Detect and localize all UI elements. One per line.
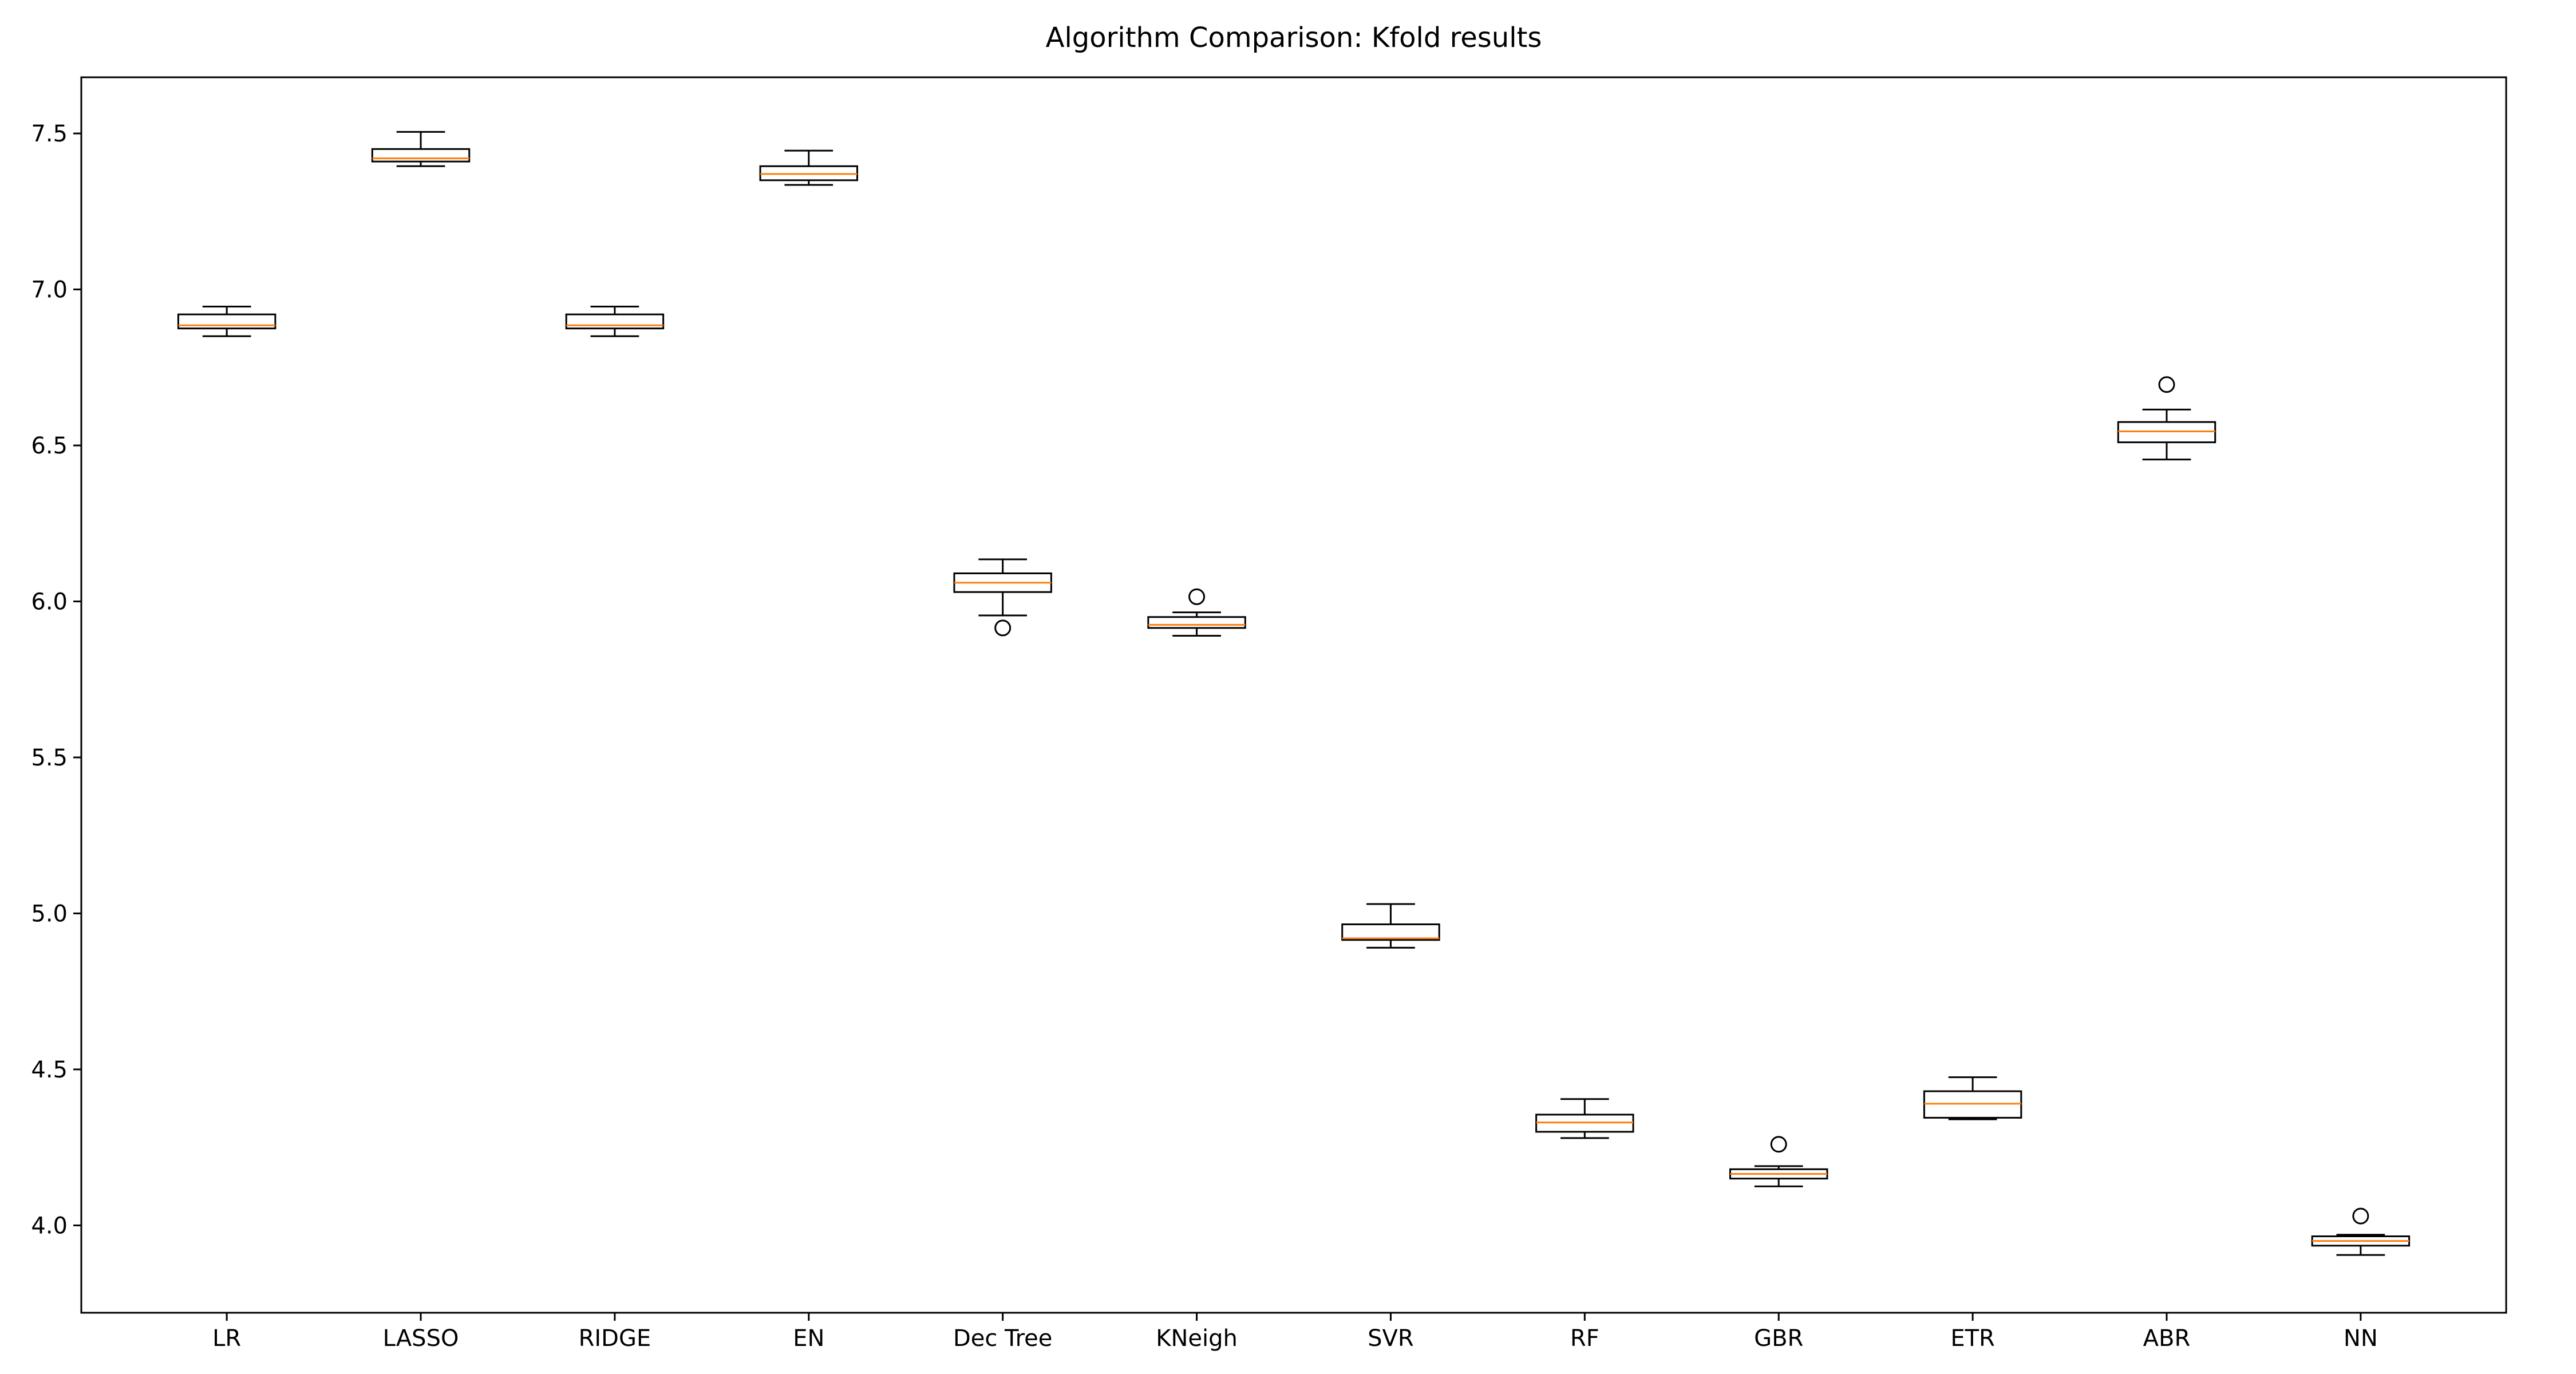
x-tick-label: Dec Tree [953,1325,1052,1352]
x-tick-label: EN [793,1325,824,1352]
x-tick-label: LASSO [383,1325,459,1352]
x-tick-label: SVR [1368,1325,1414,1352]
y-tick-label: 7.5 [31,121,68,147]
plot-area: 4.0 4.5 5.0 5.5 6.0 6.5 7.0 7.5 LR LASSO RIDGE EN De… [31,121,2411,1352]
x-tick-label: RF [1570,1325,1599,1352]
box-svr [1341,923,1440,941]
box-ridge [565,313,665,330]
x-tick-label: KNeigh [1156,1325,1238,1352]
box-lr [177,313,276,330]
x-tick-label: NN [2344,1325,2378,1352]
outlier-point [1770,1136,1787,1153]
y-tick-label: 5.5 [31,745,68,771]
box-lasso [371,148,471,163]
y-tick-label: 5.0 [31,901,68,927]
axes-frame [80,76,2507,1314]
y-tick-label: 7.0 [31,277,68,303]
outlier-point [2352,1207,2369,1225]
box-kneigh [1147,616,1246,629]
x-tick-label: ABR [2143,1325,2191,1352]
y-tick-label: 6.5 [31,433,68,459]
outlier-point [994,619,1012,637]
x-tick-label: RIDGE [579,1325,651,1352]
x-tick-label: ETR [1950,1325,1995,1352]
y-tick-label: 4.0 [31,1213,68,1239]
x-tick-label: LR [212,1325,241,1352]
outlier-point [2158,376,2175,393]
y-tick-label: 4.5 [31,1057,68,1083]
chart-title: Algorithm Comparison: Kfold results [1046,22,1542,54]
outlier-point [1188,588,1206,605]
y-tick-label: 6.0 [31,589,68,615]
x-tick-label: GBR [1754,1325,1803,1352]
